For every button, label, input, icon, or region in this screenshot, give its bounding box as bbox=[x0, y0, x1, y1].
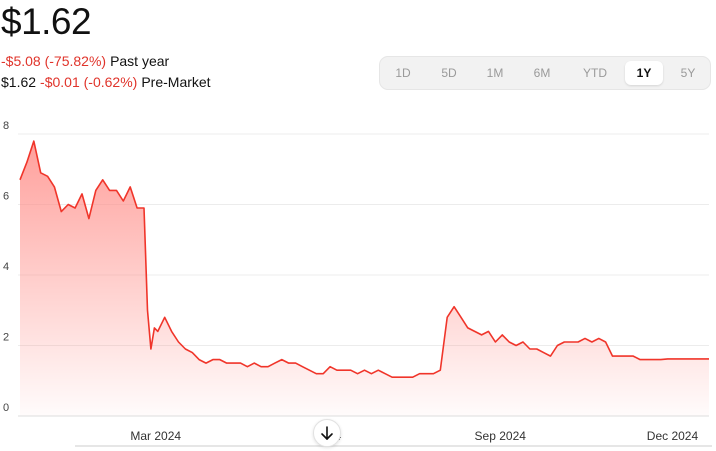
price-area bbox=[20, 141, 709, 416]
premarket-price: $1.62 bbox=[1, 74, 36, 90]
y-tick-label: 8 bbox=[3, 120, 9, 132]
past-year-row: -$5.08 (-75.82%)Past year bbox=[1, 52, 169, 70]
y-tick-label: 6 bbox=[3, 191, 9, 203]
range-1y-button[interactable]: 1Y bbox=[625, 61, 663, 85]
y-tick-label: 0 bbox=[3, 402, 9, 414]
range-6m-button[interactable]: 6M bbox=[523, 61, 561, 85]
y-tick-label: 4 bbox=[3, 261, 9, 273]
current-price: $1.62 bbox=[1, 0, 91, 44]
arrow-down-icon bbox=[314, 420, 340, 446]
time-range-selector: 1D 5D 1M 6M YTD 1Y 5Y bbox=[379, 56, 711, 90]
x-tick-label: Mar 2024 bbox=[130, 429, 181, 443]
x-tick-label: Dec 2024 bbox=[647, 429, 699, 443]
premarket-label: Pre-Market bbox=[141, 74, 210, 90]
scroll-down-button[interactable] bbox=[313, 419, 341, 447]
range-1d-button[interactable]: 1D bbox=[384, 61, 422, 85]
y-tick-label: 2 bbox=[3, 332, 9, 344]
range-5y-button[interactable]: 5Y bbox=[669, 61, 707, 85]
premarket-change: -$0.01 (-0.62%) bbox=[40, 74, 137, 90]
range-5d-button[interactable]: 5D bbox=[430, 61, 468, 85]
premarket-row: $1.62-$0.01 (-0.62%)Pre-Market bbox=[1, 73, 211, 91]
past-year-label: Past year bbox=[110, 53, 169, 69]
past-year-change: -$5.08 (-75.82%) bbox=[1, 53, 106, 69]
x-tick-label: Sep 2024 bbox=[475, 429, 527, 443]
range-ytd-button[interactable]: YTD bbox=[576, 61, 614, 85]
range-1m-button[interactable]: 1M bbox=[476, 61, 514, 85]
